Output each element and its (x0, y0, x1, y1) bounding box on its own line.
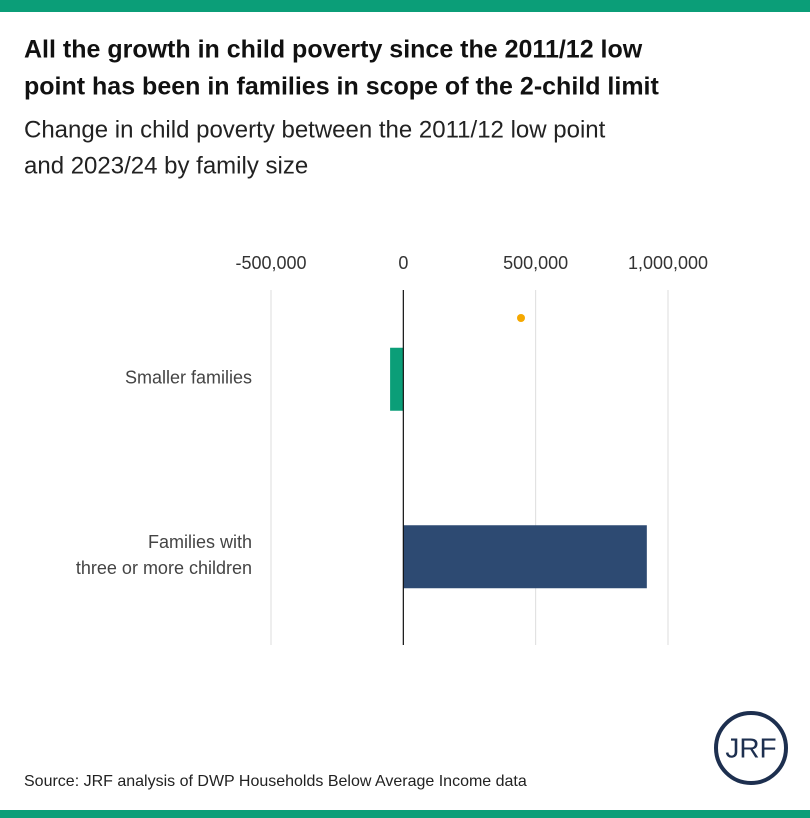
marker-dot (517, 314, 525, 322)
chart-subtitle: and 2023/24 by family size (24, 152, 308, 179)
bottom-band (0, 810, 810, 818)
chart-subtitle: Change in child poverty between the 2011… (24, 116, 606, 143)
logo: JRF (714, 711, 788, 785)
y-tick-label: three or more children (76, 558, 252, 578)
y-tick-label: Families with (148, 532, 252, 552)
source: Source: JRF analysis of DWP Households B… (24, 773, 527, 790)
x-tick-label: 1,000,000 (628, 253, 708, 273)
logo-ring (714, 711, 788, 785)
x-tick-label: 0 (398, 253, 408, 273)
bar (403, 525, 647, 589)
bar (390, 347, 404, 411)
top-band (0, 0, 810, 12)
y-tick-label: Smaller families (125, 368, 252, 388)
x-tick-label: -500,000 (235, 253, 306, 273)
x-tick-label: 500,000 (503, 253, 568, 273)
chart-title: All the growth in child poverty since th… (24, 36, 643, 64)
logo-text: JRF (725, 732, 776, 763)
chart-title: point has been in families in scope of t… (24, 73, 659, 101)
